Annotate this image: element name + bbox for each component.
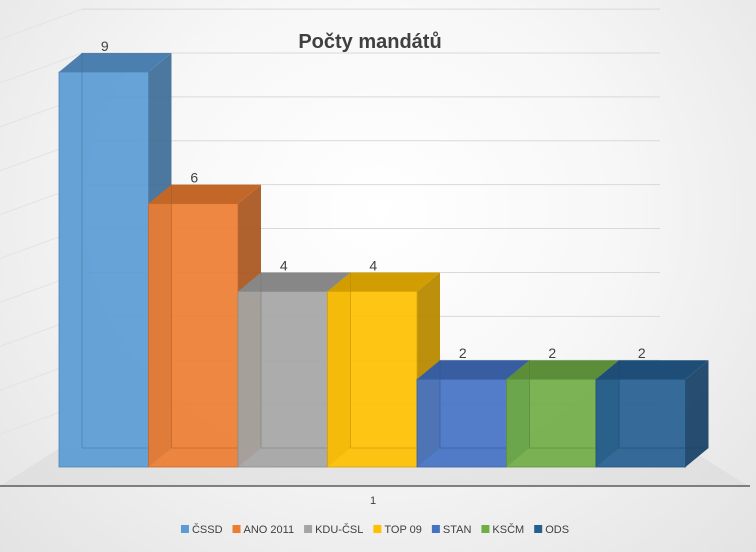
data-label: 2 — [459, 345, 467, 361]
legend-item: KDU-ČSL — [304, 523, 363, 536]
bar-edge — [260, 272, 351, 449]
bar-top — [327, 272, 440, 292]
bar-top — [238, 272, 351, 292]
bar-top — [506, 360, 619, 380]
bar-front — [595, 378, 686, 468]
data-label: 4 — [369, 257, 377, 273]
bar-edge — [529, 360, 619, 449]
data-label: 2 — [548, 345, 556, 361]
legend-swatch — [481, 525, 490, 533]
legend-item: ANO 2011 — [232, 524, 295, 536]
legend-label: TOP 09 — [384, 524, 422, 536]
legend-label: ANO 2011 — [244, 524, 295, 536]
legend-swatch — [232, 525, 241, 533]
legend-item: TOP 09 — [373, 524, 422, 536]
bar-front — [58, 71, 149, 468]
legend-swatch — [373, 525, 382, 533]
legend-label: ČSSD — [192, 523, 223, 536]
bar-top — [59, 53, 172, 72]
legend-label: STAN — [443, 524, 472, 536]
bar-front — [237, 291, 328, 468]
legend-label: KSČM — [492, 523, 524, 536]
bar-edge — [171, 184, 261, 449]
bars — [58, 53, 709, 468]
legend-item: STAN — [431, 524, 472, 536]
bar-top-09 — [327, 272, 440, 468]
bar-top — [596, 360, 709, 380]
gridline-side — [0, 8, 83, 40]
data-label: 9 — [101, 38, 109, 54]
data-label: 4 — [280, 257, 288, 273]
bar-side — [685, 360, 709, 467]
legend-swatch — [304, 525, 313, 533]
bar-edge — [81, 53, 172, 449]
bar-edge — [439, 360, 530, 449]
legend-item: KSČM — [481, 523, 524, 536]
legend: ČSSD ANO 2011 KDU-ČSL TOP 09 STAN KSČM ODS — [180, 523, 569, 536]
data-labels: 9 6 4 4 2 2 2 — [101, 38, 646, 361]
gridline-side — [0, 52, 83, 84]
bar-ods — [595, 360, 709, 468]
legend-label: ODS — [545, 524, 569, 536]
x-tick-label: 1 — [370, 495, 376, 507]
legend-label: KDU-ČSL — [315, 523, 363, 536]
bar-front — [506, 378, 597, 468]
bar-top — [417, 360, 530, 380]
legend-swatch — [431, 525, 440, 533]
legend-item: ČSSD — [180, 523, 223, 536]
bar-edge — [350, 272, 440, 449]
bar-front — [148, 203, 239, 468]
bar-top — [148, 184, 261, 204]
bar-front — [327, 291, 418, 468]
legend-item: ODS — [534, 524, 569, 536]
data-label: 6 — [190, 170, 198, 186]
bar-front — [416, 378, 507, 468]
legend-swatch — [534, 525, 543, 533]
data-label: 2 — [638, 345, 646, 361]
bar-edge — [618, 360, 709, 449]
legend-swatch — [180, 525, 189, 533]
chart-title: Počty mandátů — [298, 31, 441, 53]
